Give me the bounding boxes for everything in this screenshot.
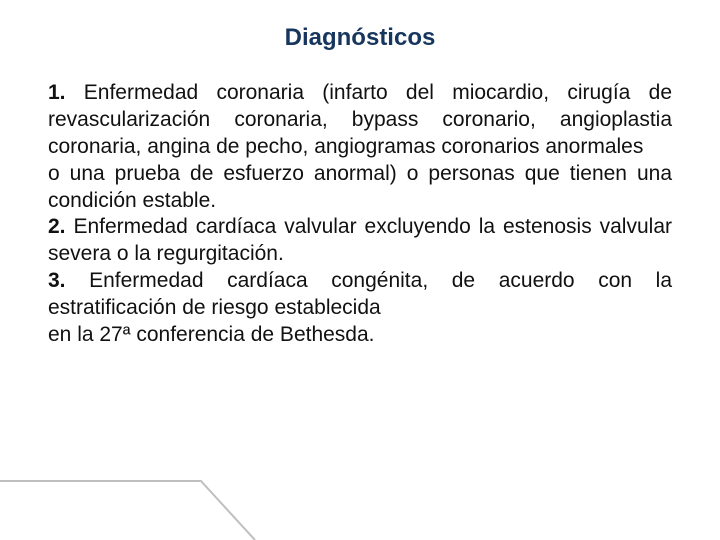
slide-title: Diagnósticos xyxy=(48,24,672,52)
item-number-2: 2. xyxy=(48,215,66,238)
item-text-2: Enfermedad cardíaca valvular excluyendo … xyxy=(48,215,672,265)
item-text-3: Enfermedad cardíaca congénita, de acuerd… xyxy=(48,269,672,319)
item-number-3: 3. xyxy=(48,269,66,292)
item-text-1b: o una prueba de esfuerzo anormal) o pers… xyxy=(48,162,672,212)
item-text-1: Enfermedad coronaria (infarto del miocar… xyxy=(48,81,672,158)
diagnoses-body: 1. Enfermedad coronaria (infarto del mio… xyxy=(48,80,672,349)
corner-decoration xyxy=(0,480,260,540)
item-text-3b: en la 27ª conferencia de Bethesda. xyxy=(48,323,375,346)
item-number-1: 1. xyxy=(48,81,66,104)
slide: Diagnósticos 1. Enfermedad coronaria (in… xyxy=(0,0,720,540)
